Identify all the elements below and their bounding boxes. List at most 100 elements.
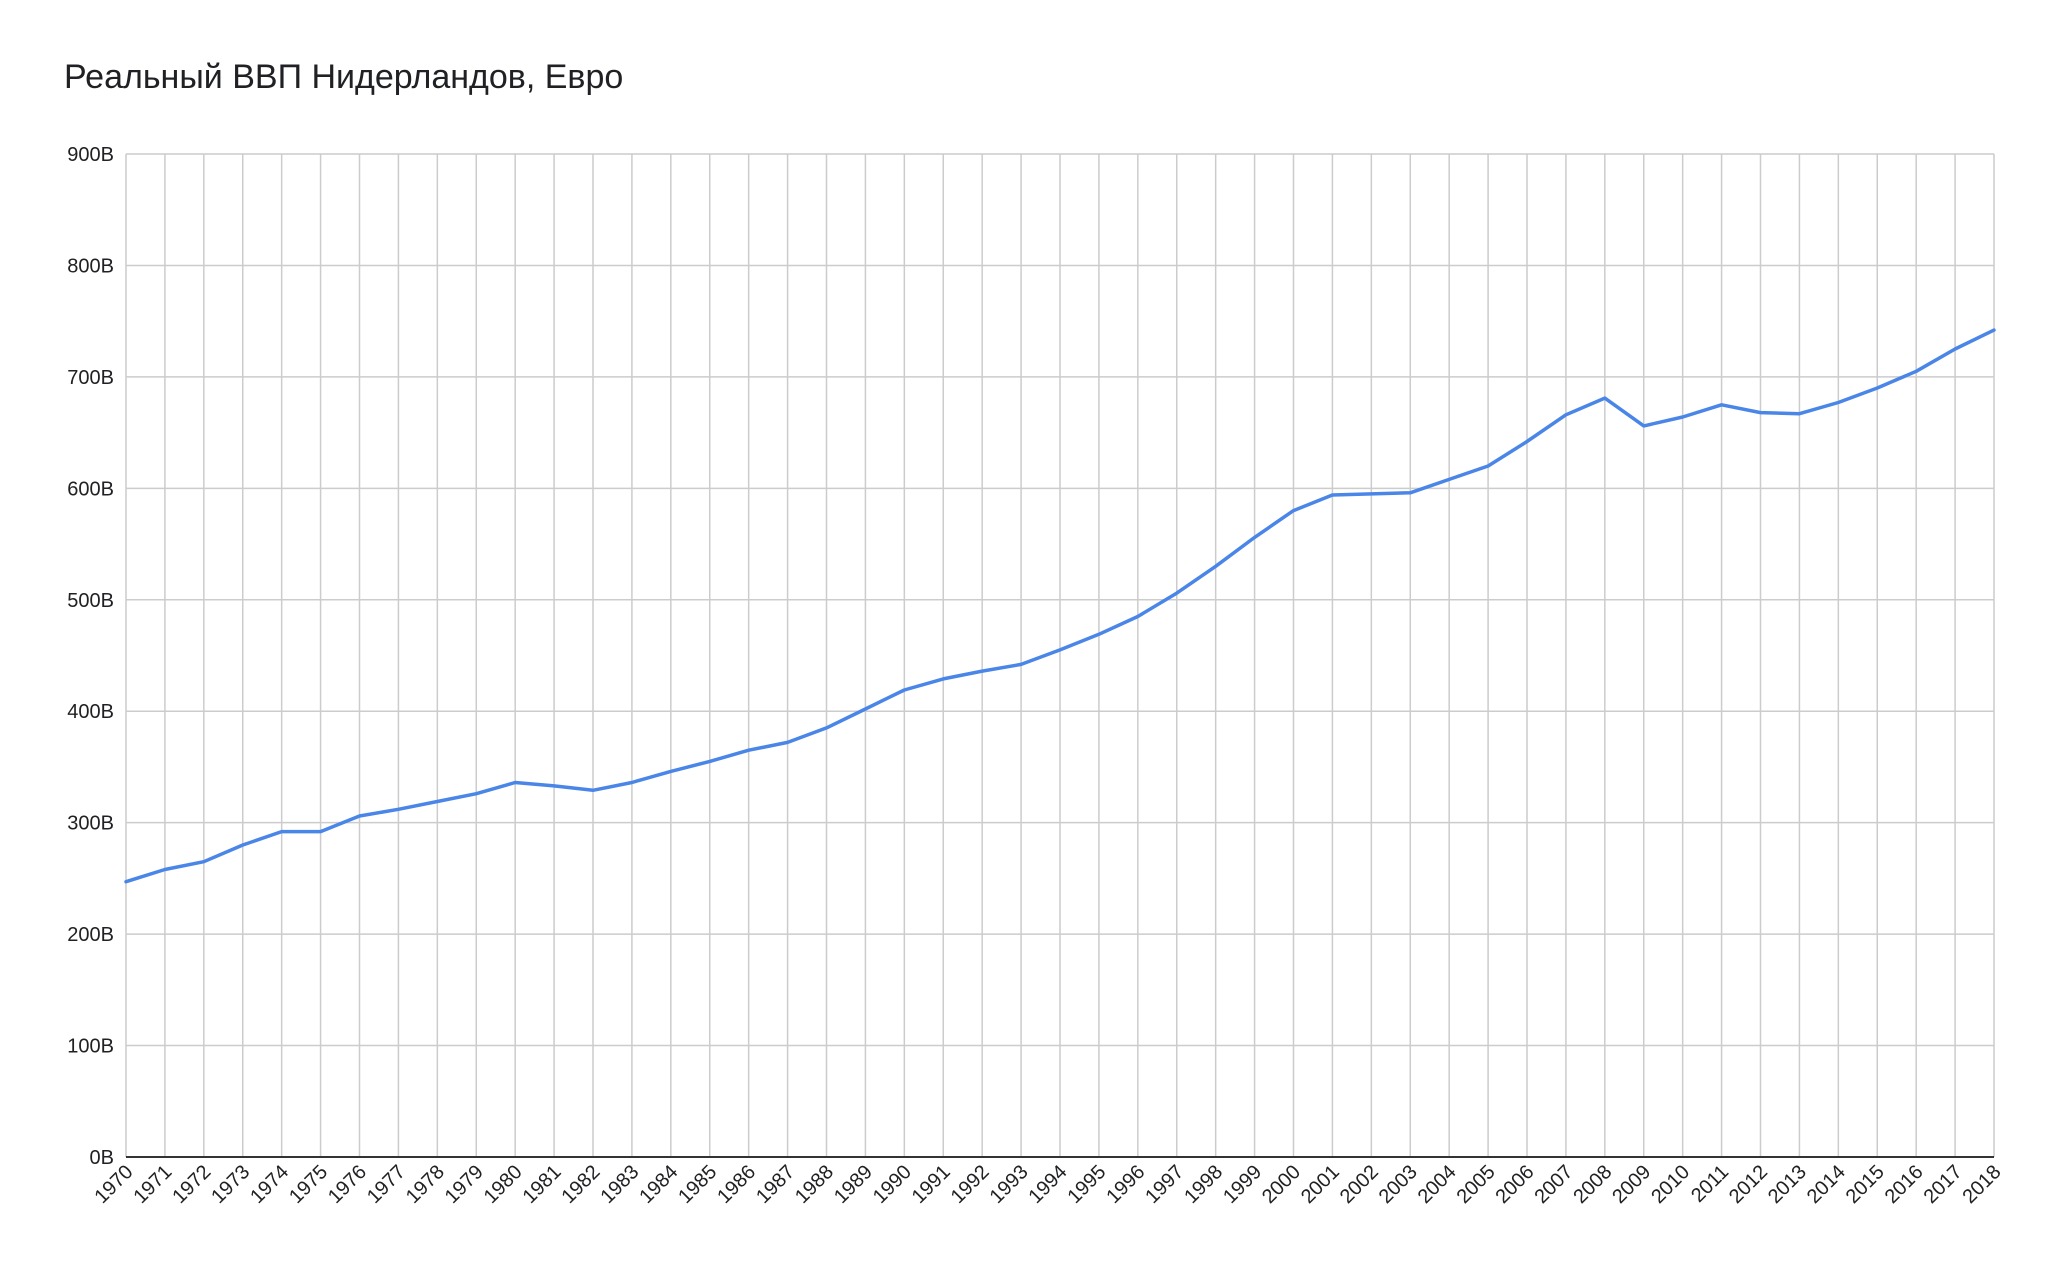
data-point (863, 707, 867, 711)
x-tick-label: 2018 (1959, 1161, 2006, 1208)
data-point (513, 781, 517, 785)
data-point (1447, 477, 1451, 481)
x-tick-label: 1987 (752, 1161, 799, 1208)
x-tick-label: 1998 (1180, 1161, 1227, 1208)
x-axis-labels: 1970197119721973197419751976197719781979… (91, 1161, 2006, 1208)
data-point (1136, 614, 1140, 618)
chart-title: Реальный ВВП Нидерландов, Евро (64, 58, 624, 96)
data-point (474, 792, 478, 796)
x-tick-label: 2007 (1530, 1161, 1577, 1208)
data-point (825, 726, 829, 730)
data-point (1408, 491, 1412, 495)
data-point (435, 799, 439, 803)
x-tick-label: 1978 (402, 1161, 449, 1208)
x-tick-label: 1980 (480, 1161, 527, 1208)
data-point (1836, 401, 1840, 405)
data-point (786, 740, 790, 744)
data-point (163, 867, 167, 871)
data-point (1759, 411, 1763, 415)
data-point (747, 748, 751, 752)
x-tick-label: 2000 (1258, 1161, 1305, 1208)
data-point (1214, 564, 1218, 568)
data-point (1642, 424, 1646, 428)
data-point (280, 830, 284, 834)
y-tick-label: 400B (67, 701, 114, 723)
x-tick-label: 1976 (324, 1161, 371, 1208)
data-point (1019, 662, 1023, 666)
x-tick-label: 1979 (441, 1161, 488, 1208)
data-point (1253, 535, 1257, 539)
x-tick-label: 2005 (1453, 1161, 1500, 1208)
x-tick-label: 2011 (1687, 1161, 1733, 1207)
data-point (669, 769, 673, 773)
x-tick-label: 2003 (1375, 1161, 1422, 1208)
x-tick-label: 2012 (1725, 1161, 1772, 1208)
data-point (1875, 386, 1879, 390)
x-tick-label: 1981 (519, 1161, 566, 1208)
x-tick-label: 2008 (1569, 1161, 1616, 1208)
y-tick-label: 300B (67, 813, 114, 835)
data-point (396, 807, 400, 811)
data-point (1369, 492, 1373, 496)
data-point (1292, 509, 1296, 513)
x-tick-label: 1988 (791, 1161, 838, 1208)
data-point (124, 880, 128, 884)
x-tick-label: 2010 (1647, 1161, 1694, 1208)
x-tick-label: 2016 (1881, 1161, 1928, 1208)
x-tick-label: 1995 (1063, 1161, 1110, 1208)
series-layer (124, 328, 1996, 884)
data-point (1603, 396, 1607, 400)
y-tick-label: 100B (67, 1036, 114, 1058)
grid (125, 153, 1995, 1157)
x-tick-label: 2014 (1803, 1161, 1850, 1208)
x-tick-label: 1992 (947, 1161, 994, 1208)
x-tick-label: 1989 (830, 1161, 877, 1208)
data-point (980, 669, 984, 673)
x-tick-label: 1983 (596, 1161, 643, 1208)
data-point (902, 688, 906, 692)
x-tick-label: 1974 (246, 1161, 293, 1208)
data-point (1058, 648, 1062, 652)
x-tick-label: 2004 (1414, 1161, 1461, 1208)
data-point (1330, 493, 1334, 497)
y-tick-label: 700B (67, 367, 114, 389)
x-tick-label: 1986 (713, 1161, 760, 1208)
x-tick-label: 1996 (1102, 1161, 1149, 1208)
y-tick-label: 500B (67, 590, 114, 612)
y-axis-labels: 0B 100B 200B 300B 400B 500B 600B 700B 800B 900B (67, 144, 114, 1169)
y-tick-label: 0B (90, 1147, 114, 1169)
data-point (1486, 464, 1490, 468)
x-tick-label: 1994 (1025, 1161, 1072, 1208)
y-tick-label: 200B (67, 924, 114, 946)
data-point (708, 759, 712, 763)
data-point (941, 677, 945, 681)
x-tick-label: 1991 (908, 1161, 955, 1208)
x-tick-label: 2006 (1492, 1161, 1539, 1208)
x-tick-label: 2002 (1336, 1161, 1383, 1208)
data-point (1797, 412, 1801, 416)
data-point (1720, 403, 1724, 407)
data-point (319, 830, 323, 834)
x-tick-label: 2001 (1297, 1161, 1344, 1208)
series-line (124, 328, 1996, 884)
x-tick-label: 1982 (558, 1161, 605, 1208)
x-tick-label: 1990 (869, 1161, 916, 1208)
y-tick-label: 800B (67, 255, 114, 277)
data-point (552, 784, 556, 788)
data-point (1953, 347, 1957, 351)
data-point (1914, 369, 1918, 373)
x-tick-label: 2017 (1920, 1161, 1967, 1208)
x-tick-label: 1997 (1141, 1161, 1188, 1208)
data-point (1681, 415, 1685, 419)
x-tick-label: 1984 (635, 1161, 682, 1208)
data-point (202, 860, 206, 864)
x-tick-label: 1975 (285, 1161, 332, 1208)
data-point (358, 814, 362, 818)
x-tick-label: 1977 (363, 1161, 410, 1208)
x-tick-label: 1999 (1219, 1161, 1266, 1208)
x-tick-label: 1973 (207, 1161, 254, 1208)
x-tick-label: 2015 (1842, 1161, 1889, 1208)
data-point (1564, 413, 1568, 417)
x-tick-label: 2009 (1608, 1161, 1655, 1208)
